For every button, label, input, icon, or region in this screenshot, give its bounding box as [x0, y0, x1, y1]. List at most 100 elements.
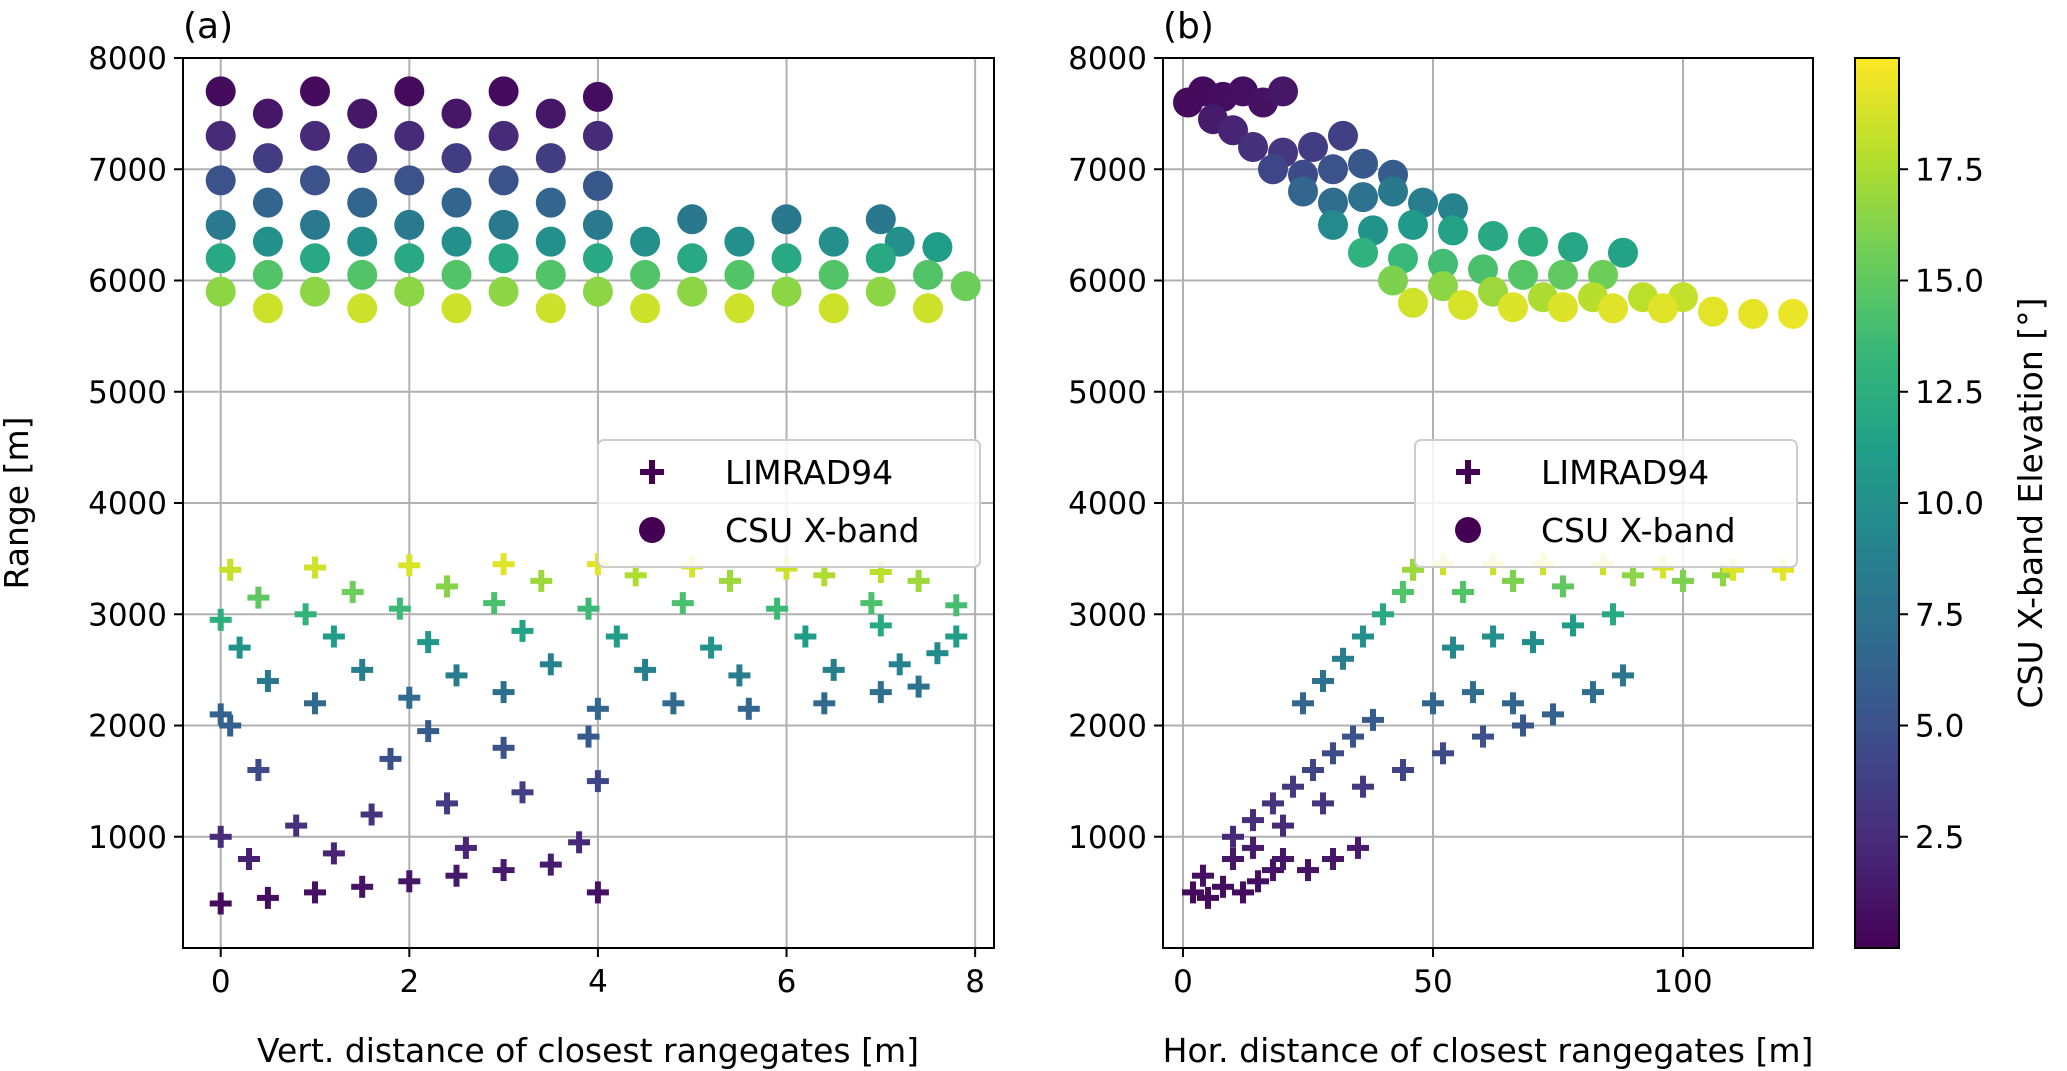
csu-xband-point: [1508, 259, 1538, 290]
limrad94-point: [247, 759, 270, 781]
x-tick-label: 2: [399, 964, 419, 1000]
y-axis-label-a: Range [m]: [0, 417, 36, 590]
limrad94-point: [436, 575, 458, 598]
limrad94-point: [511, 619, 534, 642]
limrad94-point: [417, 720, 440, 743]
limrad94-point: [1197, 886, 1219, 909]
limrad94-point: [1712, 564, 1734, 587]
colorbar-tick-label: 2.5: [1915, 820, 1964, 856]
y-ticks-b: 1000 2000 3000 4000 5000 6000 7000 8000: [1068, 41, 1163, 856]
csu-xband-point: [1218, 115, 1248, 146]
limrad94-point: [285, 814, 308, 837]
limrad94-point: [945, 625, 968, 648]
limrad94-point: [1552, 575, 1574, 598]
limrad94-point: [945, 594, 968, 617]
limrad94-point: [577, 597, 600, 620]
csu-xband-point: [677, 204, 708, 235]
y-tick-label: 7000: [88, 152, 167, 188]
limrad94-point: [322, 842, 345, 865]
x-tick-label: 6: [777, 964, 797, 1000]
csu-xband-point: [1288, 176, 1318, 207]
csu-xband-point: [1348, 182, 1378, 213]
x-tick-label: 4: [588, 964, 608, 1000]
colorbar-label: CSU X-band Elevation [°]: [2011, 297, 2050, 708]
csu-xband-point: [441, 293, 472, 324]
csu-xband-point: [724, 226, 755, 257]
csu-xband-point: [347, 98, 378, 129]
csu-xband-point: [1398, 287, 1428, 318]
limrad94-point: [907, 569, 930, 592]
limrad94-point: [624, 564, 647, 587]
csu-xband-point: [913, 293, 943, 324]
csu-xband-point: [205, 243, 236, 274]
limrad94-point: [219, 558, 242, 581]
csu-xband-point: [205, 276, 236, 307]
csu-xband-point: [1498, 292, 1528, 323]
limrad94-point: [483, 592, 506, 615]
limrad94-point: [700, 636, 723, 659]
limrad94-point: [1322, 742, 1344, 765]
limrad94-point: [492, 553, 515, 576]
limrad94-point: [1322, 848, 1344, 870]
limrad94-point: [1372, 603, 1394, 626]
csu-xband-point: [630, 259, 661, 290]
csu-xband-point: [347, 187, 378, 218]
limrad94-point: [634, 658, 657, 681]
limrad94-point: [605, 625, 628, 648]
limrad94-point: [869, 561, 892, 583]
csu-xband-point: [582, 120, 613, 151]
legend-label-csu-xband-b: CSU X-band: [1541, 511, 1736, 550]
csu-xband-point: [1258, 154, 1288, 185]
csu-xband-point: [347, 226, 378, 257]
limrad94-point: [417, 631, 440, 654]
limrad94-point: [737, 697, 760, 720]
y-tick-label: 4000: [1068, 486, 1147, 522]
csu-xband-point: [1648, 293, 1678, 324]
x-tick-label: 50: [1413, 964, 1452, 1000]
csu-xband-point: [582, 276, 613, 307]
limrad94-point: [1362, 708, 1384, 731]
limrad94-point: [1722, 558, 1744, 581]
limrad94-point: [1402, 558, 1424, 581]
legend-label-csu-xband-a: CSU X-band: [725, 511, 920, 550]
csu-xband-point: [1318, 209, 1348, 240]
limrad94-point: [1392, 759, 1414, 781]
csu-xband-point: [1448, 290, 1478, 320]
csu-xband-point: [300, 120, 330, 151]
csu-xband-point: [582, 243, 613, 274]
series-limrad94-a: [209, 553, 968, 915]
csu-xband-point: [1298, 132, 1328, 162]
csu-xband-point: [724, 293, 755, 324]
csu-xband-point: [1548, 259, 1578, 290]
limrad94-point: [209, 892, 232, 915]
csu-xband-point: [252, 259, 283, 290]
colorbar-tick-label: 5.0: [1915, 709, 1964, 745]
csu-xband-point: [724, 259, 755, 290]
limrad94-point: [1222, 825, 1244, 848]
limrad94-point: [398, 554, 421, 577]
limrad94-point: [1622, 564, 1644, 587]
limrad94-point: [1542, 703, 1564, 726]
csu-xband-point: [394, 243, 425, 274]
limrad94-point: [1332, 647, 1354, 670]
panel-a: (a) 0 2 4 6 8 1000 2000 3000 4000 5000 6000 7000 80…: [0, 6, 995, 1070]
series-csu-xband-b: [1173, 76, 1808, 329]
limrad94-point: [492, 736, 515, 759]
csu-xband-point: [394, 209, 425, 240]
limrad94-point: [1452, 581, 1474, 603]
limrad94-point: [586, 770, 609, 793]
y-tick-label: 6000: [1068, 264, 1147, 300]
limrad94-point: [511, 781, 534, 804]
legend-box-b: [1414, 439, 1798, 568]
limrad94-point: [454, 836, 477, 859]
csu-xband-point: [818, 226, 849, 257]
csu-xband-point: [1428, 248, 1458, 279]
limrad94-point: [209, 825, 232, 848]
limrad94-point: [1272, 814, 1294, 837]
x-tick-label: 0: [1173, 964, 1193, 1000]
legend-b: LIMRAD94 CSU X-band: [1414, 439, 1798, 568]
limrad94-point: [568, 831, 591, 854]
limrad94-point: [539, 853, 562, 876]
csu-xband-point: [582, 209, 613, 240]
csu-xband-point: [441, 143, 472, 174]
